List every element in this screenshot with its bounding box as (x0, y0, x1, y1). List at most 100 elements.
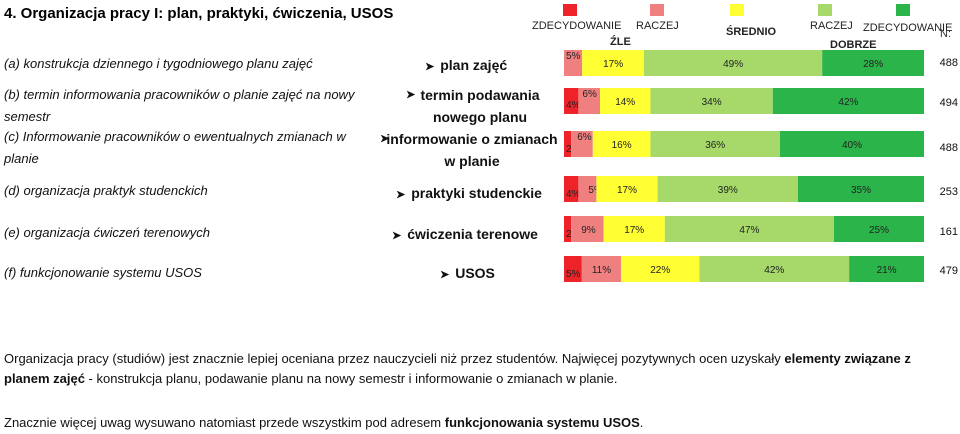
bar-segment-strongly-bad (564, 131, 572, 157)
short-label-text: informowanie o zmianach w planie (386, 131, 558, 169)
summary-paragraph-1: Organizacja pracy (studiów) jest znaczni… (4, 349, 956, 389)
bar-value-label: 16% (612, 140, 632, 151)
bar-segment-rather-good (664, 216, 834, 242)
n-column-header: N: (940, 28, 951, 40)
legend-square-strongly-bad (563, 4, 577, 16)
scale-label-rather-good: RACZEJ (810, 20, 853, 32)
scale-label-average: ŚREDNIO (726, 26, 777, 38)
bar-value-label: 21% (877, 265, 897, 276)
bar-value-label: 34% (702, 97, 722, 108)
legend-square-average (730, 4, 744, 16)
bar-segment-average (603, 216, 665, 242)
summary-paragraph-2: Znacznie więcej uwag wysuwano natomiast … (4, 413, 956, 433)
bar-segment-rather-good (650, 88, 773, 114)
row-label-f: (f) funkcjonowanie systemu USOS (4, 265, 202, 280)
bar-value-label: 35% (851, 185, 871, 196)
bar-segment-strongly-bad (564, 88, 579, 114)
row-n-e: 161 (939, 226, 958, 238)
bar-segment-average (621, 256, 700, 282)
scale-sub-label-good: DOBRZE (830, 39, 877, 51)
bar-segment-rather-good (644, 50, 823, 76)
bar-value-label: 5% (566, 269, 581, 280)
short-label-text: plan zajęć (440, 57, 508, 73)
bar-segment-strongly-good (772, 88, 924, 114)
row-label-b: (b) termin informowania pracowników o pl… (4, 87, 355, 124)
bar-segment-rather-bad (578, 176, 597, 202)
arrow-bullet-icon: ➤ (396, 189, 406, 201)
scale-sub-label-bad: ŹLE (610, 36, 631, 48)
bar-value-label: 17% (624, 225, 644, 236)
short-label-text: praktyki studenckie (411, 185, 542, 201)
short-label-text: USOS (455, 265, 495, 281)
row-label-c: (c) Informowanie pracowników o ewentualn… (4, 129, 346, 166)
bar-value-label: 9% (581, 225, 596, 236)
bar-segment-average (596, 176, 658, 202)
bar-value-label: 6% (577, 132, 592, 143)
row-n-a: 488 (939, 57, 958, 69)
summary-text: . (639, 415, 644, 430)
bar-segment-strongly-bad (564, 176, 579, 202)
arrow-bullet-icon: ➤ (425, 61, 435, 73)
short-label-f: ➤ USOS (440, 262, 540, 286)
bar-segment-strongly-good (834, 216, 924, 242)
bar-segment-strongly-good (798, 176, 924, 202)
bar-segment-strongly-good (849, 256, 924, 282)
summary-bold-text: funkcjonowania systemu USOS (444, 415, 640, 430)
scale-label-rather-bad: RACZEJ (636, 20, 679, 32)
short-label-c: ➤ informowanie o zmianach w planie (380, 128, 564, 172)
bar-segment-rather-bad (564, 50, 583, 76)
bar-segment-average (582, 50, 644, 76)
bar-value-label: 5% (588, 185, 603, 196)
short-label-b: ➤ termin podawania nowego planu (400, 84, 560, 128)
bar-value-label: 22% (650, 265, 670, 276)
scale-label-strongly-bad: ZDECYDOWANIE (532, 20, 622, 32)
bar-value-label: 39% (718, 185, 738, 196)
short-label-text: termin podawania nowego planu (420, 87, 540, 125)
stacked-bar-chart: 0%5%17%49%28%4%6%14%34%42%2%6%16%36%40%4… (564, 50, 924, 282)
bar-value-label: 40% (842, 140, 862, 151)
page-title: 4. Organizacja pracy I: plan, praktyki, … (4, 5, 394, 22)
arrow-bullet-icon: ➤ (406, 89, 416, 101)
legend-square-rather-bad (650, 4, 664, 16)
bar-value-label: 25% (869, 225, 889, 236)
bar-segment-average (592, 131, 651, 157)
bar-value-label: 14% (615, 97, 635, 108)
bar-value-label: 11% (592, 265, 611, 276)
short-label-e: ➤ ćwiczenia terenowe (392, 223, 562, 247)
bar-segment-average (600, 88, 651, 114)
bar-segment-rather-bad (578, 88, 600, 114)
bar-value-label: 47% (739, 225, 759, 236)
legend-square-rather-good (818, 4, 832, 16)
bar-value-label: 6% (582, 89, 597, 100)
bar-segment-rather-good (657, 176, 798, 202)
arrow-bullet-icon: ➤ (380, 133, 390, 145)
bar-value-label: 42% (838, 97, 858, 108)
legend-square-strongly-good (896, 4, 910, 16)
bar-value-label: 17% (617, 185, 637, 196)
arrow-bullet-icon: ➤ (392, 230, 402, 242)
bar-segment-rather-bad (581, 256, 622, 282)
bar-value-label: 36% (705, 140, 725, 151)
row-n-d: 253 (939, 186, 958, 198)
bar-value-label: 4% (566, 100, 581, 111)
bar-value-label: 4% (566, 189, 581, 200)
short-label-d: ➤ praktyki studenckie (396, 182, 556, 206)
bar-segment-rather-good (650, 131, 780, 157)
short-label-text: ćwiczenia terenowe (407, 226, 538, 242)
bar-value-label: 49% (723, 59, 743, 70)
row-n-c: 488 (939, 142, 958, 154)
summary-text: - konstrukcja planu, podawanie planu na … (84, 371, 618, 386)
bar-segment-strongly-good (780, 131, 924, 157)
bar-segment-strongly-good (822, 50, 924, 76)
row-n-b: 494 (939, 97, 958, 109)
bar-segment-rather-bad (571, 216, 604, 242)
summary-text: Znacznie więcej uwag wysuwano natomiast … (4, 415, 445, 430)
bar-value-label: 17% (603, 59, 623, 70)
bar-segment-strongly-bad (564, 256, 582, 282)
bar-segment-rather-bad (571, 131, 593, 157)
bar-segment-strongly-bad (564, 216, 572, 242)
bar-value-label: 5% (566, 51, 581, 62)
summary-text: Organizacja pracy (studiów) jest znaczni… (4, 351, 785, 366)
row-label-e: (e) organizacja ćwiczeń terenowych (4, 225, 210, 240)
row-label-a: (a) konstrukcja dziennego i tygodniowego… (4, 56, 313, 71)
